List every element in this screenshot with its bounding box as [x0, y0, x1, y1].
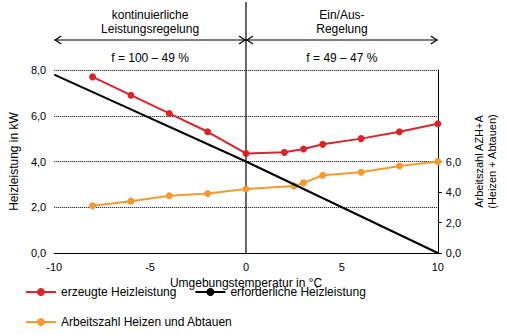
svg-text:2,0: 2,0 — [446, 217, 461, 229]
svg-text:4,0: 4,0 — [446, 186, 461, 198]
svg-text:0,0: 0,0 — [31, 247, 46, 259]
svg-text:kontinuierliche: kontinuierliche — [112, 8, 189, 22]
svg-text:Arbeitszahl Heizen und Abtauen: Arbeitszahl Heizen und Abtauen — [61, 315, 232, 329]
svg-text:f = 100 – 49 %: f = 100 – 49 % — [111, 51, 189, 65]
svg-text:erforderliche Heizleistung: erforderliche Heizleistung — [230, 285, 365, 299]
svg-text:-5: -5 — [145, 261, 155, 273]
svg-text:0,0: 0,0 — [446, 247, 461, 259]
svg-text:f = 49 – 47 %: f = 49 – 47 % — [306, 51, 377, 65]
svg-text:10: 10 — [432, 261, 444, 273]
svg-text:erzeugte Heizleistung: erzeugte Heizleistung — [61, 285, 176, 299]
svg-text:Regelung: Regelung — [316, 22, 367, 36]
svg-text:Leistungsregelung: Leistungsregelung — [101, 22, 199, 36]
svg-text:(Heizen + Abtauen): (Heizen + Abtauen) — [486, 114, 498, 208]
svg-text:Umgebungstemperatur in °C: Umgebungstemperatur in °C — [169, 276, 323, 290]
svg-text:Heizleistung in kW: Heizleistung in kW — [7, 111, 21, 210]
svg-text:6,0: 6,0 — [31, 110, 46, 122]
svg-text:6,0: 6,0 — [446, 156, 461, 168]
svg-text:5: 5 — [339, 261, 345, 273]
svg-text:2,0: 2,0 — [31, 201, 46, 213]
svg-text:-10: -10 — [46, 261, 62, 273]
svg-text:4,0: 4,0 — [31, 156, 46, 168]
svg-text:Arbeitszahl AZH+A: Arbeitszahl AZH+A — [473, 115, 485, 208]
svg-text:Ein/Aus-: Ein/Aus- — [319, 8, 364, 22]
svg-text:0: 0 — [243, 261, 249, 273]
svg-text:8,0: 8,0 — [31, 64, 46, 76]
